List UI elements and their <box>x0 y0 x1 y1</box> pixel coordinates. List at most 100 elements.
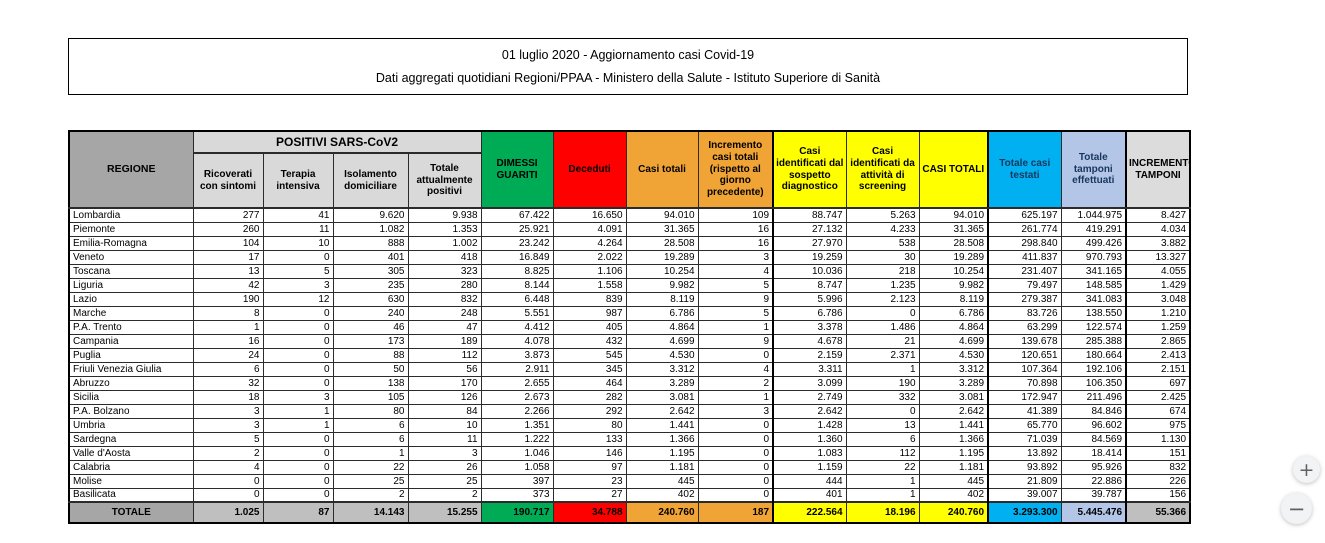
value-cell: 189 <box>407 333 482 349</box>
value-cell: 23 <box>552 473 627 489</box>
column-header-terapia-intensiva: Terapia intensiva <box>262 152 334 209</box>
value-cell: 93.892 <box>987 459 1062 475</box>
value-cell: 402 <box>625 487 699 503</box>
covid-data-table: REGIONE POSITIVI SARS-CoV2 DIMESSI GUARI… <box>68 130 1192 524</box>
value-cell: 1.441 <box>625 417 699 433</box>
value-cell: 16 <box>697 235 774 251</box>
value-cell: 32 <box>192 375 264 391</box>
region-cell: Veneto <box>68 249 194 265</box>
value-cell: 432 <box>552 333 627 349</box>
value-cell: 1.082 <box>332 221 409 237</box>
value-cell: 3 <box>262 389 334 405</box>
table-row: Veneto 17 0 401 418 16.849 2.022 19.289 3 19.259 3… <box>68 249 1191 265</box>
total-value-cell: 34.788 <box>552 501 627 524</box>
value-cell: 8 <box>192 305 264 321</box>
value-cell: 170 <box>407 375 482 391</box>
value-cell: 282 <box>552 389 627 405</box>
value-cell: 79.497 <box>987 277 1062 293</box>
total-value-cell: 187 <box>697 501 774 524</box>
value-cell: 71.039 <box>987 431 1062 447</box>
value-cell: 8.427 <box>1125 207 1191 223</box>
value-cell: 2.371 <box>845 347 920 363</box>
region-cell: P.A. Trento <box>68 319 194 335</box>
zoom-in-button[interactable]: + <box>1293 456 1320 483</box>
value-cell: 888 <box>332 235 409 251</box>
value-cell: 1.044.975 <box>1060 207 1127 223</box>
value-cell: 4.233 <box>845 221 920 237</box>
column-header-totale-tamponi: Totale tamponi effettuati <box>1060 130 1127 209</box>
value-cell: 248 <box>407 305 482 321</box>
value-cell: 6 <box>192 361 264 377</box>
value-cell: 22 <box>332 459 409 475</box>
value-cell: 4.530 <box>625 347 699 363</box>
value-cell: 126 <box>407 389 482 405</box>
report-title-box: 01 luglio 2020 - Aggiornamento casi Covi… <box>68 38 1188 95</box>
table-body: Lombardia 277 41 9.620 9.938 67.422 16.650 94.0… <box>68 207 1191 503</box>
value-cell: 218 <box>845 263 920 279</box>
value-cell: 6.448 <box>480 291 554 307</box>
value-cell: 3.882 <box>1125 235 1191 251</box>
value-cell: 2.749 <box>772 389 847 405</box>
value-cell: 10.254 <box>918 263 989 279</box>
value-cell: 0 <box>262 375 334 391</box>
region-cell: P.A. Bolzano <box>68 403 194 419</box>
total-value-cell: 1.025 <box>192 501 264 524</box>
value-cell: 261.774 <box>987 221 1062 237</box>
value-cell: 402 <box>918 487 989 503</box>
report-title-line2: Dati aggregati quotidiani Regioni/PPAA -… <box>375 71 881 85</box>
value-cell: 2.642 <box>625 403 699 419</box>
value-cell: 0 <box>845 305 920 321</box>
value-cell: 13.892 <box>987 445 1062 461</box>
table-row: Lombardia 277 41 9.620 9.938 67.422 16.650 94.0… <box>68 207 1191 223</box>
value-cell: 31.365 <box>918 221 989 237</box>
column-header-incremento-tamponi: INCREMENTO TAMPONI <box>1125 130 1191 209</box>
value-cell: 65.770 <box>987 417 1062 433</box>
value-cell: 173 <box>332 333 409 349</box>
covid-data-table-container: REGIONE POSITIVI SARS-CoV2 DIMESSI GUARI… <box>68 130 1192 524</box>
value-cell: 138.550 <box>1060 305 1127 321</box>
value-cell: 105 <box>332 389 409 405</box>
value-cell: 2.655 <box>480 375 554 391</box>
region-cell: Emilia-Romagna <box>68 235 194 251</box>
value-cell: 3.081 <box>918 389 989 405</box>
value-cell: 106.350 <box>1060 375 1127 391</box>
total-value-cell: 240.760 <box>625 501 699 524</box>
region-cell: Molise <box>68 473 194 489</box>
value-cell: 2.865 <box>1125 333 1191 349</box>
value-cell: 3.289 <box>625 375 699 391</box>
value-cell: 1.222 <box>480 431 554 447</box>
value-cell: 192.106 <box>1060 361 1127 377</box>
table-row: Molise 0 0 25 25 397 23 445 0 444 1 445 21.809 22.886… <box>68 473 1191 489</box>
value-cell: 146 <box>552 445 627 461</box>
table-row: Toscana 13 5 305 323 8.825 1.106 10.254 4 10.036 2… <box>68 263 1191 279</box>
value-cell: 1.351 <box>480 417 554 433</box>
value-cell: 0 <box>697 487 774 503</box>
value-cell: 3.099 <box>772 375 847 391</box>
value-cell: 2.151 <box>1125 361 1191 377</box>
value-cell: 88 <box>332 347 409 363</box>
value-cell: 305 <box>332 263 409 279</box>
zoom-out-button[interactable]: − <box>1281 493 1312 524</box>
header-group-row: REGIONE POSITIVI SARS-CoV2 DIMESSI GUARI… <box>68 130 1191 209</box>
value-cell: 0 <box>262 487 334 503</box>
table-row: P.A. Trento 1 0 46 47 4.412 405 4.864 1 3.378 1.48… <box>68 319 1191 335</box>
value-cell: 13.327 <box>1125 249 1191 265</box>
value-cell: 3.311 <box>772 361 847 377</box>
value-cell: 19.259 <box>772 249 847 265</box>
value-cell: 21 <box>845 333 920 349</box>
value-cell: 120.651 <box>987 347 1062 363</box>
value-cell: 1.058 <box>480 459 554 475</box>
value-cell: 0 <box>192 487 264 503</box>
value-cell: 16 <box>192 333 264 349</box>
table-row: Valle d'Aosta 2 0 1 3 1.046 146 1.195 0 1.083 112 1… <box>68 445 1191 461</box>
total-value-cell: 18.196 <box>845 501 920 524</box>
table-row: Sicilia 18 3 105 126 2.673 282 3.081 1 2.749 332 3.… <box>68 389 1191 405</box>
value-cell: 19.289 <box>625 249 699 265</box>
value-cell: 84 <box>407 403 482 419</box>
value-cell: 2 <box>332 487 409 503</box>
value-cell: 987 <box>552 305 627 321</box>
value-cell: 1 <box>845 361 920 377</box>
value-cell: 1.046 <box>480 445 554 461</box>
value-cell: 1.195 <box>625 445 699 461</box>
value-cell: 211.496 <box>1060 389 1127 405</box>
